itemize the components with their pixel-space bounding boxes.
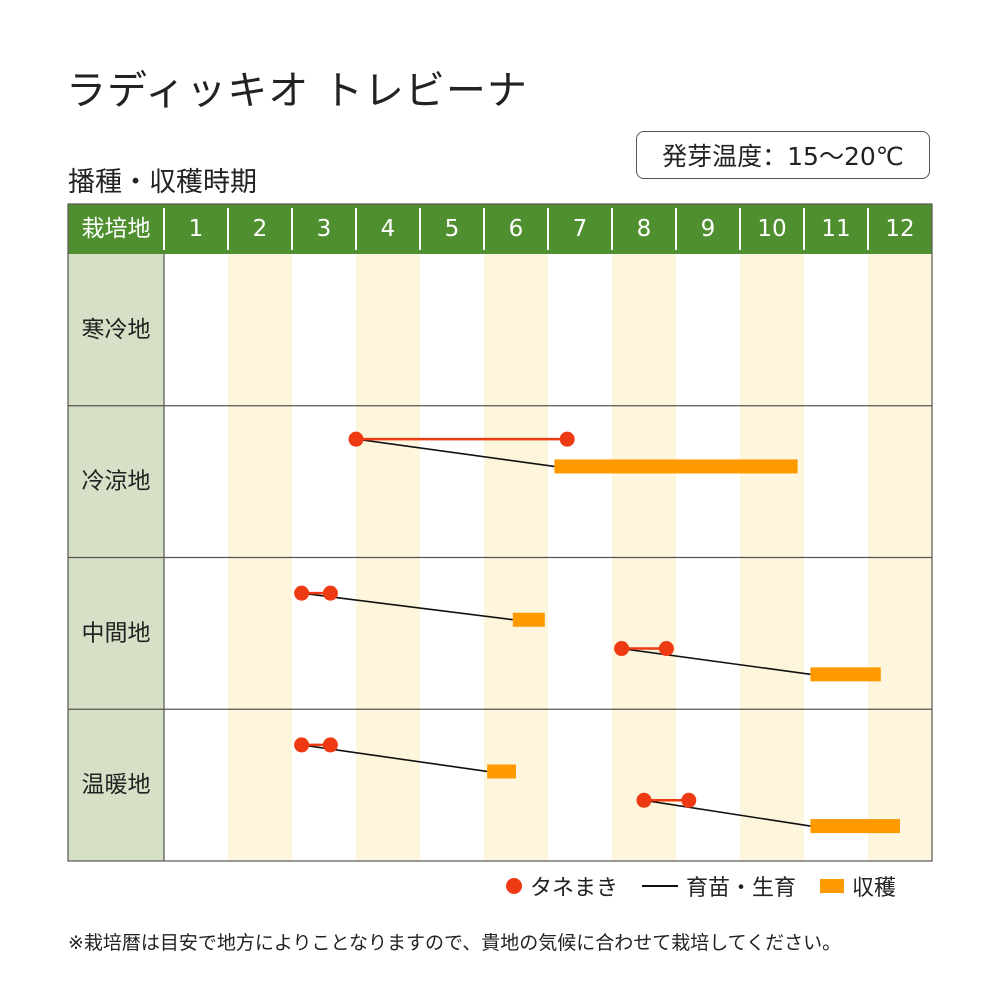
legend-item-sowing: タネまき	[506, 870, 618, 902]
region-label: 冷涼地	[82, 469, 151, 495]
sowing-end-dot	[559, 431, 575, 447]
region-label: 中間地	[82, 620, 151, 646]
header-label: 栽培地	[82, 216, 151, 242]
legend-label-sowing: タネまき	[530, 876, 619, 901]
growing-line	[355, 438, 555, 468]
month-label: 11	[821, 216, 850, 242]
chart-legend: タネまき 育苗・生育 収穫	[506, 868, 896, 904]
harvest-bar	[810, 667, 881, 682]
month-label: 1	[189, 216, 204, 242]
sowing-end-dot	[658, 641, 674, 657]
germination-temperature-badge: 発芽温度：15～20℃	[636, 131, 930, 179]
harvest-bar-icon	[820, 879, 845, 893]
legend-item-harvest: 収穫	[820, 870, 896, 902]
month-label: 7	[573, 216, 588, 242]
month-label: 2	[253, 216, 268, 242]
region-label: 寒冷地	[82, 317, 151, 343]
legend-item-growing: 育苗・生育	[642, 870, 796, 902]
month-label: 10	[757, 216, 786, 242]
legend-label-growing: 育苗・生育	[686, 876, 797, 901]
grid-frame	[67, 203, 933, 862]
sowing-end-dot	[681, 792, 697, 808]
month-label: 8	[637, 216, 652, 242]
growing-line-icon	[642, 885, 679, 887]
month-label: 9	[701, 216, 716, 242]
legend-label-harvest: 収穫	[852, 876, 897, 901]
chart-subtitle: 播種・収穫時期	[68, 167, 257, 198]
month-label: 5	[445, 216, 460, 242]
sowing-start-dot	[294, 585, 310, 601]
growing-line	[621, 647, 811, 676]
sowing-start-dot	[636, 792, 652, 808]
sowing-start-dot	[348, 431, 364, 447]
month-label: 12	[885, 216, 914, 242]
month-label: 3	[317, 216, 332, 242]
harvest-bar	[512, 612, 545, 627]
growing-line	[301, 592, 513, 621]
sowing-end-dot	[322, 585, 338, 601]
header-band	[68, 204, 932, 254]
sowing-start-dot	[294, 737, 310, 753]
harvest-bar	[810, 819, 900, 834]
germination-temperature-text: 発芽温度：15～20℃	[662, 142, 904, 171]
month-label: 4	[381, 216, 396, 242]
growing-line	[643, 799, 811, 827]
footnote: ※栽培暦は目安で地方によりことなりますので、貴地の気候に合わせて栽培してください…	[68, 932, 842, 954]
region-label: 温暖地	[82, 772, 151, 798]
page-title: ラディッキオ トレビーナ	[66, 68, 528, 114]
sowing-dot-icon	[506, 878, 522, 894]
month-label: 6	[509, 216, 524, 242]
harvest-bar	[487, 764, 516, 779]
harvest-bar	[554, 459, 798, 474]
sowing-end-dot	[322, 737, 338, 753]
sowing-start-dot	[614, 641, 630, 657]
